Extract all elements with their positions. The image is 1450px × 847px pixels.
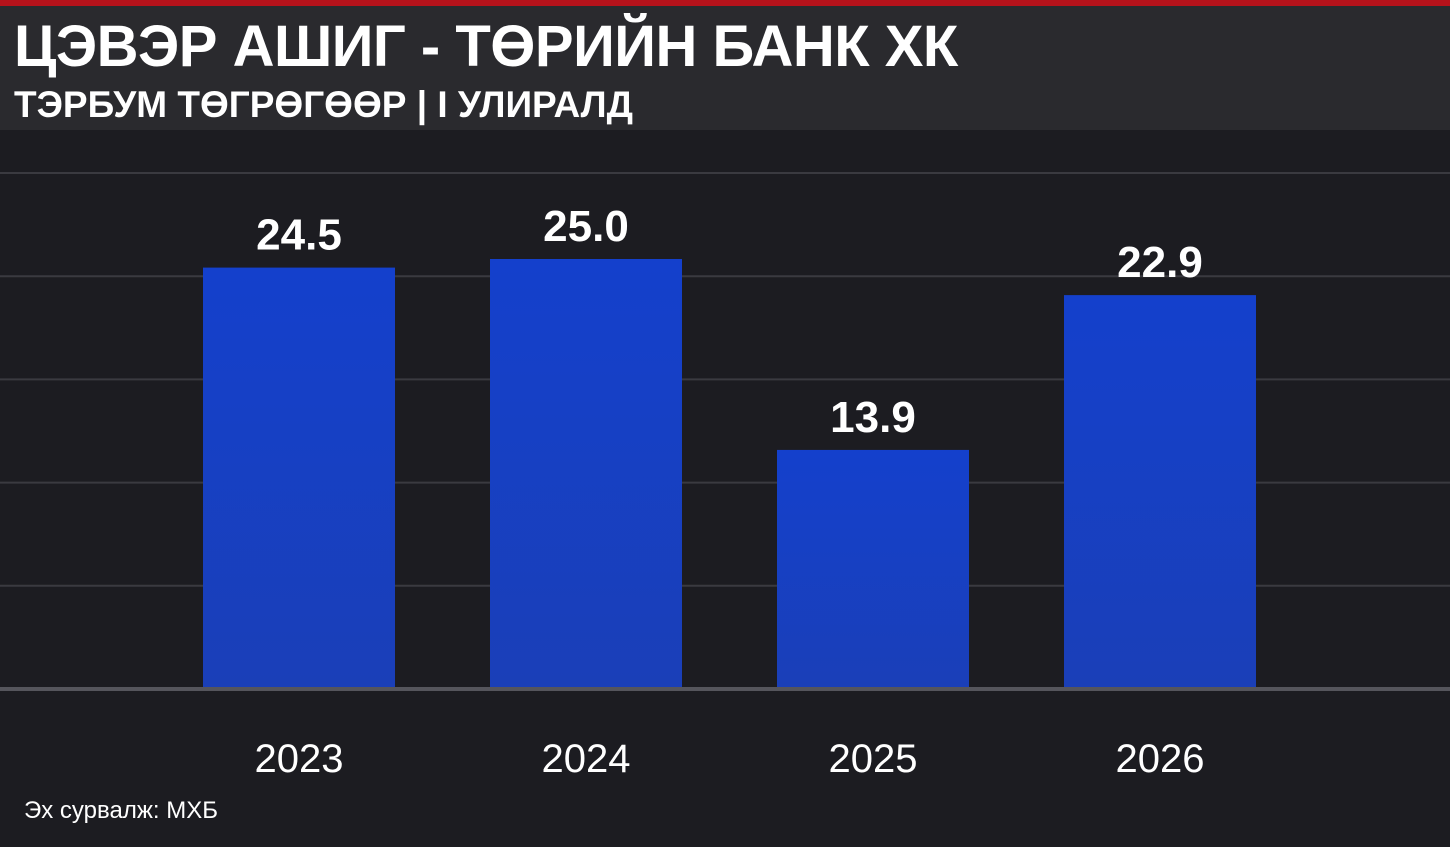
top-accent-stripe <box>0 0 1450 6</box>
bar-2025 <box>777 449 969 689</box>
tick-label-2023: 2023 <box>255 737 344 781</box>
chart-header: ЦЭВЭР АШИГ - ТӨРИЙН БАНК ХК ТЭРБУМ ТӨГРӨ… <box>0 6 1450 130</box>
bars <box>203 259 1256 689</box>
chart-title: ЦЭВЭР АШИГ - ТӨРИЙН БАНК ХК <box>14 14 958 79</box>
data-label-2026: 22.9 <box>1117 238 1203 287</box>
chart-subtitle: ТЭРБУМ ТӨГРӨГӨӨР | I УЛИРАЛД <box>14 84 633 125</box>
bar-2024 <box>490 259 682 689</box>
data-label-2023: 24.5 <box>256 211 342 260</box>
tick-label-2024: 2024 <box>542 737 631 781</box>
data-label-2024: 25.0 <box>543 202 629 251</box>
data-label-2025: 13.9 <box>830 393 916 442</box>
source-note: Эх сурвалж: МХБ <box>24 797 218 824</box>
bar-2023 <box>203 267 395 689</box>
tick-label-2026: 2026 <box>1116 737 1205 781</box>
bar-2026 <box>1064 295 1256 689</box>
tick-label-2025: 2025 <box>829 737 918 781</box>
data-labels: 24.5 25.0 13.9 22.9 <box>256 202 1203 442</box>
x-axis-tick-labels: 2023 2024 2025 2026 <box>255 737 1205 781</box>
